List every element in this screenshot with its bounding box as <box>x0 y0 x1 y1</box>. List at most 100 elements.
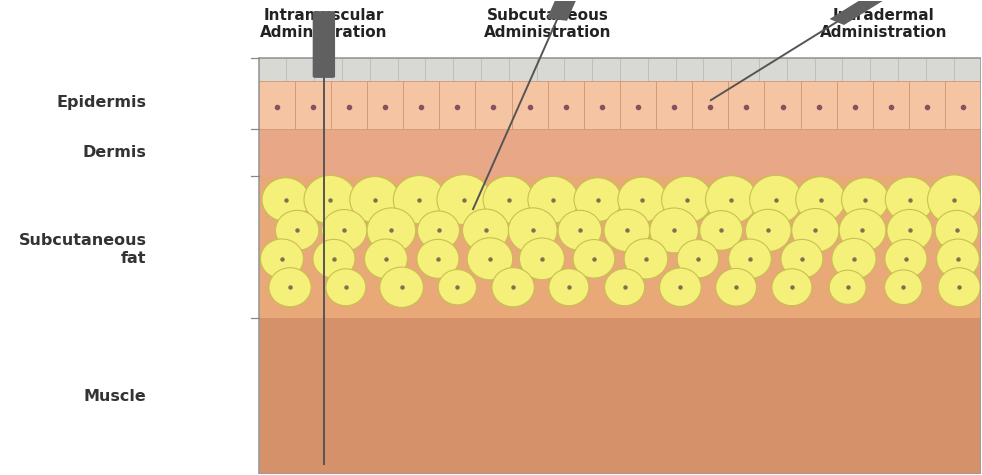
Bar <box>548 81 584 129</box>
Bar <box>370 57 398 81</box>
Bar <box>945 81 981 129</box>
Ellipse shape <box>260 239 303 279</box>
Ellipse shape <box>791 209 839 252</box>
Text: Intramuscular
Administration: Intramuscular Administration <box>260 8 388 40</box>
Ellipse shape <box>604 209 650 252</box>
Bar <box>258 57 287 81</box>
Ellipse shape <box>483 176 534 223</box>
Bar <box>620 81 656 129</box>
Ellipse shape <box>549 269 589 306</box>
Bar <box>676 57 703 81</box>
Ellipse shape <box>438 270 476 305</box>
Ellipse shape <box>605 269 644 306</box>
Ellipse shape <box>380 267 423 307</box>
Bar <box>287 57 314 81</box>
Bar <box>814 57 843 81</box>
Ellipse shape <box>749 175 802 224</box>
Ellipse shape <box>394 176 446 224</box>
Ellipse shape <box>662 176 712 223</box>
Bar <box>765 81 800 129</box>
Bar <box>367 81 404 129</box>
Bar <box>425 57 453 81</box>
Ellipse shape <box>729 239 771 278</box>
Ellipse shape <box>492 267 534 307</box>
Bar <box>404 81 439 129</box>
Ellipse shape <box>558 210 602 250</box>
Bar <box>258 57 981 475</box>
Ellipse shape <box>573 239 615 278</box>
Ellipse shape <box>322 209 367 251</box>
Ellipse shape <box>885 270 922 304</box>
Text: Muscle: Muscle <box>83 389 146 404</box>
Ellipse shape <box>417 211 460 250</box>
Bar <box>703 57 732 81</box>
Ellipse shape <box>700 210 742 250</box>
Polygon shape <box>830 0 889 25</box>
Ellipse shape <box>262 178 309 221</box>
Ellipse shape <box>467 238 513 280</box>
FancyBboxPatch shape <box>312 11 335 78</box>
Bar <box>475 81 512 129</box>
Ellipse shape <box>937 239 979 278</box>
Ellipse shape <box>350 177 400 223</box>
Ellipse shape <box>364 239 408 279</box>
Ellipse shape <box>938 268 980 307</box>
Ellipse shape <box>829 270 866 304</box>
Ellipse shape <box>367 208 415 253</box>
Bar <box>732 57 759 81</box>
Bar <box>314 57 342 81</box>
Ellipse shape <box>887 209 932 251</box>
Ellipse shape <box>437 175 491 225</box>
Ellipse shape <box>463 209 509 252</box>
Ellipse shape <box>618 177 667 222</box>
Ellipse shape <box>574 178 622 221</box>
Ellipse shape <box>885 239 927 278</box>
Text: Subcutaneous
Administration: Subcutaneous Administration <box>484 8 612 40</box>
Ellipse shape <box>528 176 578 223</box>
Bar <box>926 57 954 81</box>
Bar <box>800 81 837 129</box>
Bar <box>331 81 367 129</box>
Ellipse shape <box>625 238 668 279</box>
Bar <box>692 81 729 129</box>
Ellipse shape <box>840 209 886 252</box>
Bar <box>584 81 620 129</box>
Bar <box>870 57 898 81</box>
Ellipse shape <box>705 176 757 224</box>
Bar <box>843 57 870 81</box>
Text: Subcutaneous
fat: Subcutaneous fat <box>19 233 146 266</box>
Bar <box>512 81 548 129</box>
Bar <box>258 81 295 129</box>
Bar <box>481 57 509 81</box>
Ellipse shape <box>509 208 557 253</box>
Text: Epidermis: Epidermis <box>57 95 146 110</box>
Text: Intradermal
Administration: Intradermal Administration <box>820 8 948 40</box>
Bar <box>759 57 787 81</box>
Ellipse shape <box>885 177 934 222</box>
Ellipse shape <box>269 268 311 307</box>
Polygon shape <box>547 0 584 21</box>
Bar <box>565 57 592 81</box>
Ellipse shape <box>313 239 355 278</box>
Bar <box>258 57 981 81</box>
Bar <box>398 57 425 81</box>
Bar <box>787 57 814 81</box>
Ellipse shape <box>772 269 812 306</box>
Ellipse shape <box>716 268 756 306</box>
Bar <box>258 176 981 318</box>
Bar <box>439 81 475 129</box>
Ellipse shape <box>304 175 356 224</box>
Bar <box>620 57 648 81</box>
Ellipse shape <box>842 178 889 221</box>
Ellipse shape <box>935 210 978 250</box>
Bar <box>837 81 873 129</box>
Bar <box>648 57 676 81</box>
Ellipse shape <box>678 240 719 278</box>
Ellipse shape <box>276 210 319 250</box>
Bar <box>656 81 692 129</box>
Bar <box>898 57 926 81</box>
Ellipse shape <box>650 208 698 253</box>
Bar <box>909 81 945 129</box>
Ellipse shape <box>928 175 981 224</box>
Bar <box>592 57 620 81</box>
